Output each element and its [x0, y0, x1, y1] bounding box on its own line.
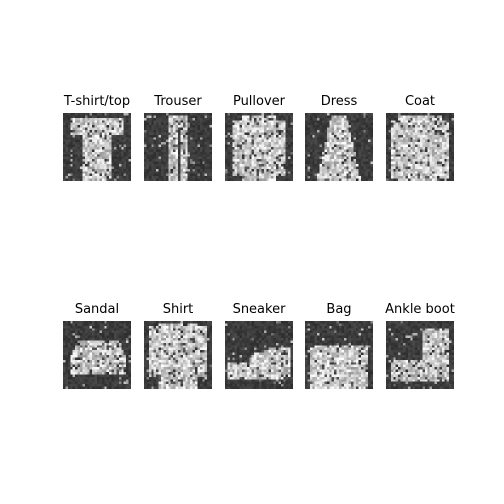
trouser-image: [144, 113, 212, 181]
tshirt-image: [63, 113, 131, 181]
panel-title: Coat: [404, 94, 436, 109]
panel-title: Dress: [320, 94, 358, 109]
coat-image: [386, 113, 454, 181]
panel-title: Sneaker: [232, 302, 286, 317]
sneaker-image: [225, 321, 293, 389]
bag-image: [305, 321, 373, 389]
shirt-image: [144, 321, 212, 389]
panel-title: Bag: [326, 302, 352, 317]
dress-image: [305, 113, 373, 181]
panel-title: Trouser: [154, 94, 202, 109]
panel-title: Sandal: [74, 302, 120, 317]
sandal-image: [63, 321, 131, 389]
panel-title: Shirt: [162, 302, 194, 317]
ankle-boot-image: [386, 321, 454, 389]
panel-title: Ankle boot: [385, 302, 455, 317]
panel-title: Pullover: [232, 94, 286, 109]
pullover-image: [225, 113, 293, 181]
panel-title: T-shirt/top: [63, 94, 131, 109]
